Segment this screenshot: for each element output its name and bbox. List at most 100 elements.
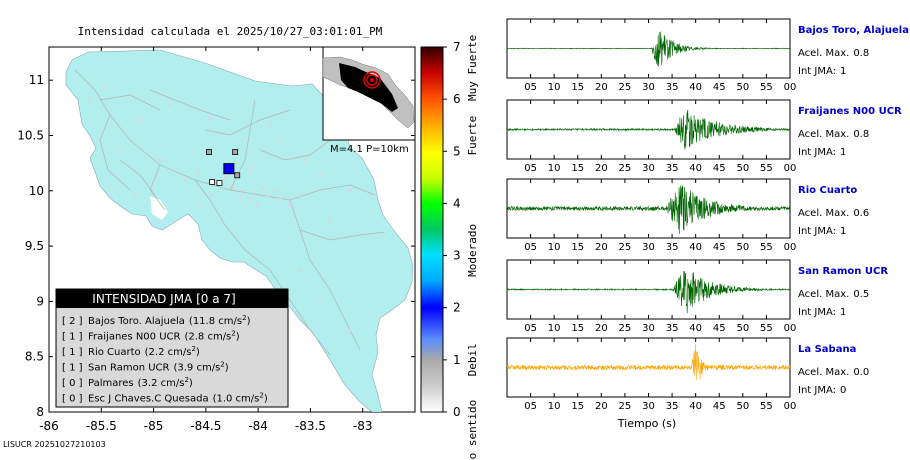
time-tick-label: 10 [548,242,561,253]
station-acel: Acel. Max. 0.5 [798,289,869,300]
time-tick-label: 50 [736,82,749,93]
legend-level: [ 0 ] [62,378,83,389]
station-name: Bajos Toro, Alajuela [798,25,909,36]
town-marker [273,188,277,192]
time-tick-label: 15 [571,82,584,93]
station-marker [216,180,223,186]
acel-label: Acel. Max. [798,129,849,140]
colorbar-tick-label: 3 [453,249,461,263]
x-tick-label: -85 [144,419,164,433]
legend-station-name: San Ramon UCR [88,363,170,374]
town-marker [278,138,282,142]
town-marker [248,198,252,202]
time-tick-label: 15 [571,323,584,334]
colorbar-tick-label: 7 [453,40,461,54]
legend-station-entry: Fraijanes N00 UCR (2.8 cm/s2) [88,330,240,343]
seismogram-trace [506,185,791,234]
legend-level: [ 1 ] [62,363,83,374]
colorbar-ticks: 7 6 5 4 3 2 1 0 [443,40,461,419]
map-x-axis: -86 -85.5 -85 -84.5 -84 -83.5 -83 [39,47,373,433]
station-int: Int JMA: 1 [798,226,846,237]
time-tick-label: 40 [689,401,702,412]
time-tick-label: 00 [784,163,797,174]
int-label: Int JMA: [798,147,836,158]
station-acel: Acel. Max. 0.8 [798,48,869,59]
x-tick-label: -86 [39,419,59,433]
time-tick-label: 35 [666,163,679,174]
road [289,199,361,351]
map-title: Intensidad calculada el 2025/10/27_03:01… [78,25,383,38]
legend-station-name: Esc J Chaves.C Quesada [88,394,209,405]
legend-unit-exponent: 2 [191,345,195,353]
legend-close-paren: ) [196,347,200,358]
station-int: Int JMA: 1 [798,66,846,77]
time-tick-label: 20 [595,323,608,334]
station-name: Fraijanes N00 UCR [798,106,902,117]
colorbar-tick-label: 5 [453,144,461,158]
station-int: Int JMA: 1 [798,307,846,318]
int-label: Int JMA: [798,226,836,237]
epicenter-ring-inner [370,78,374,82]
station-marker [232,149,239,155]
time-tick-label: 15 [571,401,584,412]
seismogram-panel: 05 10 15 20 25 30 35 40 45 50 55 00 San Ramon UCR Ace… [506,259,888,334]
int-label: Int JMA: [798,66,836,77]
time-tick-label: 10 [548,163,561,174]
town-marker [231,186,235,190]
road [194,179,271,271]
time-tick-label: 05 [524,242,537,253]
town-marker [348,328,352,332]
colorbar-tick-label: 4 [453,196,461,210]
time-tick-label: 10 [548,401,561,412]
station-marker [206,149,212,155]
legend-unit-exponent: 2 [259,392,263,400]
legend-station-entry: San Ramon UCR (3.9 cm/s2) [88,361,229,374]
time-tick-label: 25 [619,82,632,93]
int-value: 1 [840,66,846,77]
legend-station-value: (3.2 cm/s [138,378,185,389]
town-marker [210,193,214,197]
legend-level: [ 0 ] [62,394,83,405]
time-tick-label: 25 [619,163,632,174]
time-tick-label: 55 [760,323,773,334]
station-markers [206,149,241,186]
time-tick-label: 00 [784,323,797,334]
town-marker [241,188,245,192]
time-tick-label: 00 [784,401,797,412]
station-marker [209,179,216,185]
int-value: 1 [840,307,846,318]
station-acel: Acel. Max. 0.0 [798,367,869,378]
road-network [74,69,386,356]
footer-id: LISUCR 20251027210103 [3,440,106,449]
time-tick-label: 45 [713,82,726,93]
seismogram-trace [506,109,791,150]
time-tick-label: 25 [619,242,632,253]
time-tick-label: 50 [736,323,749,334]
time-tick-label: 55 [760,401,773,412]
acel-label: Acel. Max. [798,208,849,219]
x-tick-label: -83.5 [295,419,326,433]
time-tick-label: 25 [619,401,632,412]
time-tick-label: 40 [689,163,702,174]
town-marker [288,203,292,207]
town-marker [298,193,302,197]
colorbar-category-label: Moderado [466,224,479,277]
time-tick-label: 45 [713,242,726,253]
time-tick-label: 50 [736,242,749,253]
time-tick-label: 20 [595,242,608,253]
time-tick-label: 20 [595,163,608,174]
station-acel: Acel. Max. 0.8 [798,129,869,140]
legend-station-entry: Bajos Toro. Alajuela (11.8 cm/s2) [88,314,251,327]
legend-box [55,288,289,408]
acel-value: 0.8 [853,48,869,59]
station-acel: Acel. Max. 0.6 [798,208,869,219]
town-marker [88,98,92,102]
x-tick-label: -85.5 [86,419,117,433]
town-marker [238,194,242,198]
road [269,269,331,356]
y-tick-label: 10.5 [17,128,44,142]
x-tick-label: -84 [248,419,268,433]
time-tick-label: 45 [713,401,726,412]
legend-rows: [ 2 ] Bajos Toro. Alajuela (11.8 cm/s2)[ 1… [62,314,268,405]
station-name: San Ramon UCR [798,266,888,277]
